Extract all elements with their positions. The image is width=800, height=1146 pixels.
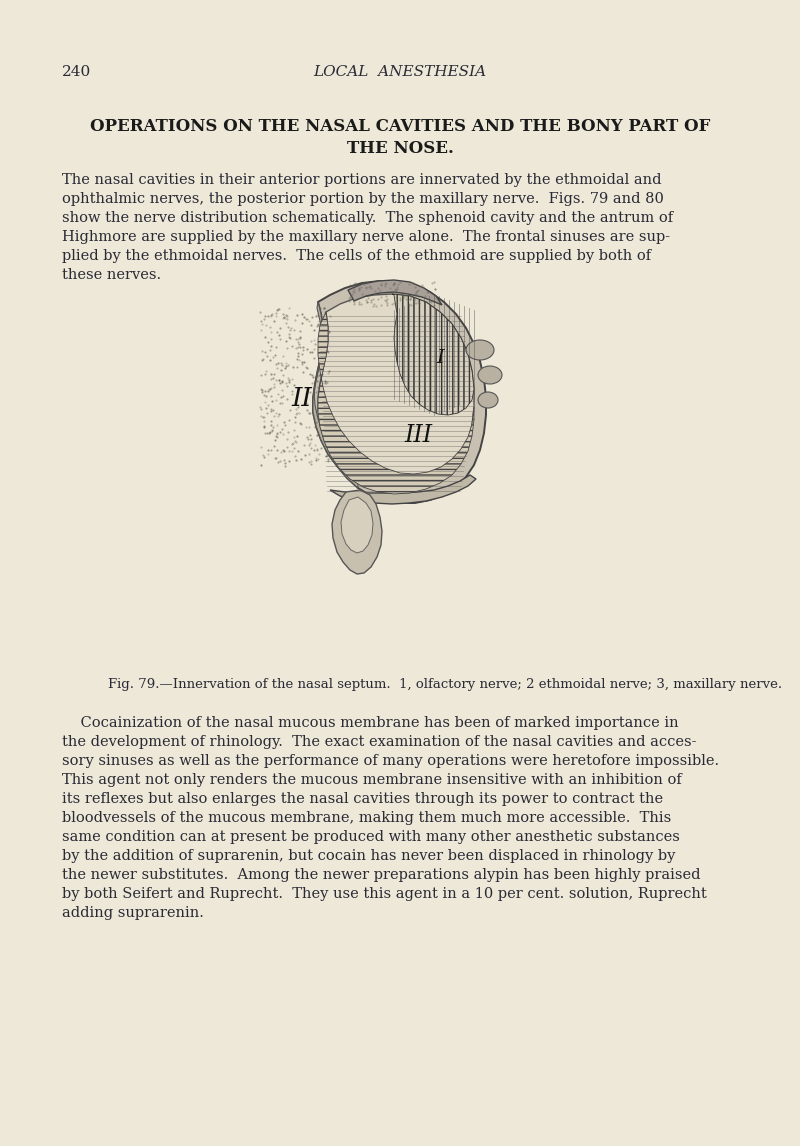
Text: ophthalmic nerves, the posterior portion by the maxillary nerve.  Figs. 79 and 8: ophthalmic nerves, the posterior portion… [62,193,664,206]
Text: same condition can at present be produced with many other anesthetic substances: same condition can at present be produce… [62,830,680,843]
Text: The nasal cavities in their anterior portions are innervated by the ethmoidal an: The nasal cavities in their anterior por… [62,173,662,187]
Text: adding suprarenin.: adding suprarenin. [62,906,204,920]
Polygon shape [318,312,474,494]
Polygon shape [313,303,358,488]
Text: bloodvessels of the mucous membrane, making them much more accessible.  This: bloodvessels of the mucous membrane, mak… [62,811,671,825]
Ellipse shape [478,366,502,384]
Text: LOCAL  ANESTHESIA: LOCAL ANESTHESIA [314,65,486,79]
Text: This agent not only renders the mucous membrane insensitive with an inhibition o: This agent not only renders the mucous m… [62,774,682,787]
Text: sory sinuses as well as the performance of many operations were heretofore impos: sory sinuses as well as the performance … [62,754,719,768]
Text: the development of rhinology.  The exact examination of the nasal cavities and a: the development of rhinology. The exact … [62,735,697,749]
Text: Fig. 79.—Innervation of the nasal septum.  1, olfactory nerve; 2 ethmoidal nerve: Fig. 79.—Innervation of the nasal septum… [108,678,782,691]
Polygon shape [318,295,474,492]
Polygon shape [341,497,373,554]
Ellipse shape [466,340,494,360]
Polygon shape [330,474,476,504]
Text: the newer substitutes.  Among the newer preparations alypin has been highly prai: the newer substitutes. Among the newer p… [62,868,701,882]
Text: Highmore are supplied by the maxillary nerve alone.  The frontal sinuses are sup: Highmore are supplied by the maxillary n… [62,230,670,244]
Text: by the addition of suprarenin, but cocain has never been displaced in rhinology : by the addition of suprarenin, but cocai… [62,849,675,863]
Ellipse shape [478,392,498,408]
Text: THE NOSE.: THE NOSE. [346,140,454,157]
Polygon shape [332,490,382,574]
Text: Cocainization of the nasal mucous membrane has been of marked importance in: Cocainization of the nasal mucous membra… [62,716,678,730]
Polygon shape [392,295,474,415]
Polygon shape [348,280,442,305]
Text: 240: 240 [62,65,91,79]
Text: OPERATIONS ON THE NASAL CAVITIES AND THE BONY PART OF: OPERATIONS ON THE NASAL CAVITIES AND THE… [90,118,710,135]
Text: its reflexes but also enlarges the nasal cavities through its power to contract : its reflexes but also enlarges the nasal… [62,792,663,806]
Text: I: I [436,350,444,367]
Text: by both Seifert and Ruprecht.  They use this agent in a 10 per cent. solution, R: by both Seifert and Ruprecht. They use t… [62,887,706,901]
Text: III: III [404,424,432,447]
Text: plied by the ethmoidal nerves.  The cells of the ethmoid are supplied by both of: plied by the ethmoidal nerves. The cells… [62,249,651,262]
Text: II: II [292,385,312,410]
Text: show the nerve distribution schematically.  The sphenoid cavity and the antrum o: show the nerve distribution schematicall… [62,211,673,225]
Polygon shape [313,281,486,503]
Text: these nerves.: these nerves. [62,268,161,282]
